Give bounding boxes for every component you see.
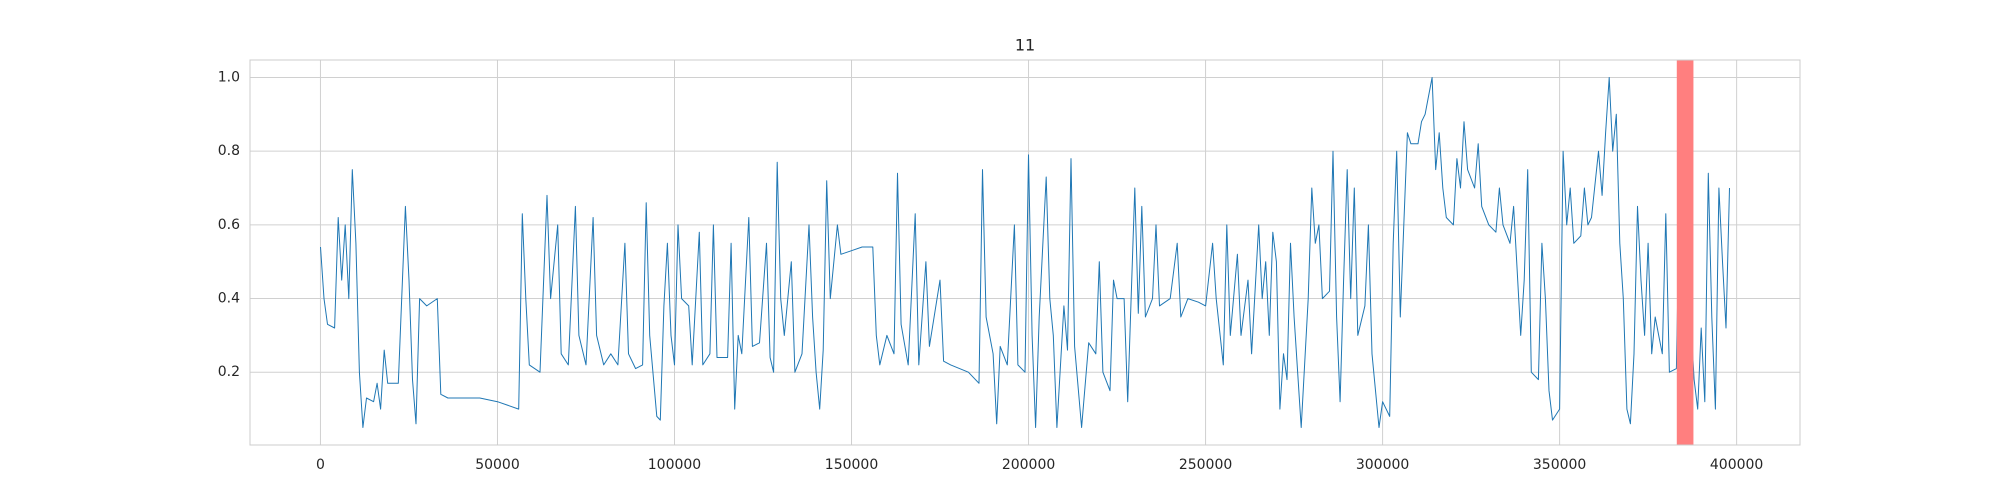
x-tick-label: 100000 — [648, 457, 701, 473]
x-tick-label: 50000 — [475, 457, 520, 473]
y-tick-label: 0.8 — [218, 143, 240, 159]
y-tick-label: 1.0 — [218, 70, 240, 86]
x-tick-label: 300000 — [1356, 457, 1409, 473]
x-tick-label: 0 — [316, 457, 325, 473]
x-tick-label: 400000 — [1710, 457, 1763, 473]
axes-frame — [249, 59, 1801, 446]
y-tick-label: 0.6 — [218, 217, 240, 233]
data-line — [320, 77, 1730, 428]
y-tick-label: 0.2 — [218, 364, 240, 380]
x-tick-label: 350000 — [1533, 457, 1586, 473]
x-tick-label: 200000 — [1002, 457, 1055, 473]
highlight-span — [1676, 60, 1694, 445]
y-tick-label: 0.4 — [218, 291, 240, 307]
chart-title: 11 — [1015, 36, 1035, 55]
x-tick-label: 250000 — [1179, 457, 1232, 473]
x-tick-label: 150000 — [825, 457, 878, 473]
